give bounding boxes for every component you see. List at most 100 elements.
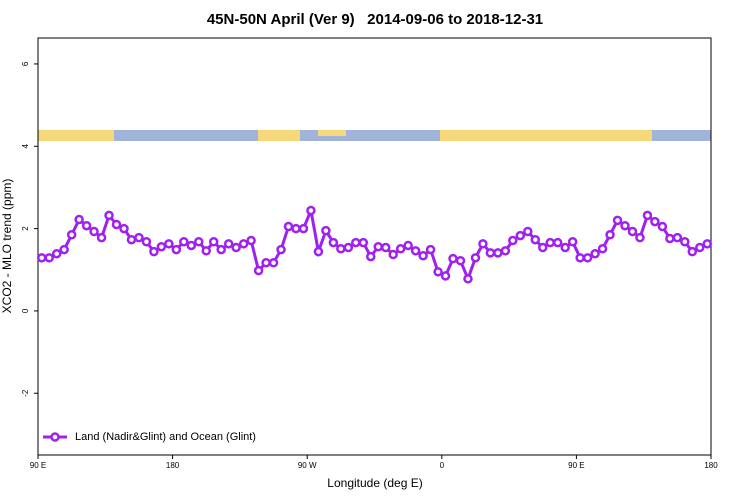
data-point [119,223,129,234]
data-point [672,232,683,243]
data-point [81,220,92,231]
data-point [208,237,219,247]
land-ocean-strip [38,130,711,141]
data-point [425,244,436,255]
data-point [455,255,466,266]
data-point [343,242,354,253]
data-point [59,244,69,255]
chart-title: 45N-50N April (Ver 9) 2014-09-06 to 2018… [207,11,543,28]
data-point [268,258,279,268]
data-point [149,246,159,257]
data-point [253,265,264,276]
data-point [567,237,578,247]
data-point [201,246,211,256]
land-band [38,130,114,141]
data-point [552,237,563,248]
data-point [373,241,383,252]
data-point [36,253,47,263]
data-point [186,240,197,251]
data-point [627,226,638,237]
data-point [642,210,653,221]
data-point [321,225,331,236]
data-point [448,253,458,264]
data-point [605,230,615,240]
data-point [515,230,526,241]
x-axis-label: Longitude (deg E) [327,476,422,490]
data-point [635,232,645,243]
data-point [508,235,518,246]
data-point [358,237,369,248]
data-point [410,246,421,256]
data-point [530,234,541,245]
ocean-band [38,130,711,141]
data-point [403,240,413,251]
data-point [194,237,204,247]
data-point [478,239,488,249]
data-point [582,253,593,263]
data-point [328,237,339,248]
data-point [111,219,122,230]
y-tick-label: 2 [21,226,30,231]
data-point [695,242,705,253]
data-point [246,235,256,246]
data-point [164,239,174,249]
data-point [463,274,473,284]
data-point [523,226,533,237]
y-tick-label: 0 [21,308,30,313]
data-point [231,242,241,253]
land-band [258,130,300,141]
data-point [545,237,555,248]
data-point [560,242,570,253]
data-point [336,244,346,254]
data-point [134,232,144,243]
data-point [104,210,114,221]
data-point [590,248,600,259]
y-axis-label: XCO2 - MLO trend (ppm) [0,179,14,314]
data-point [89,226,99,237]
x-tick-label: 180 [704,461,718,470]
data-point [597,244,608,254]
data-point [351,237,361,248]
data-point [395,244,406,254]
data-point [126,234,137,245]
x-tick-label: 90 E [568,461,584,470]
data-point [261,258,271,268]
land-band [440,130,652,141]
data-point [657,221,668,232]
data-point [51,248,62,259]
legend-marker [50,432,60,442]
data-point [179,237,189,247]
data-point [306,205,316,216]
data-point [665,233,675,244]
x-tick-label: 90 W [298,461,317,470]
data-point [141,237,152,247]
data-point [493,248,503,258]
data-point [620,220,630,231]
data-point [313,246,324,257]
legend-label: Land (Nadir&Glint) and Ocean (Glint) [75,431,256,443]
land-band [318,130,346,136]
data-point [171,244,182,255]
data-point [216,244,226,255]
data-point [291,223,301,234]
x-tick-label: 0 [440,461,445,470]
data-point [680,237,690,247]
x-tick-label: 90 E [30,461,46,470]
data-point [538,242,548,253]
y-tick-label: 4 [21,143,30,148]
data-point [223,239,234,249]
data-point [276,244,286,255]
data-point [156,241,167,252]
data-point [96,232,107,243]
data-point [440,271,451,281]
data-point [433,267,443,277]
data-point [380,242,391,253]
data-point [687,246,698,257]
y-tick-label: 6 [21,61,30,66]
data-point [74,214,84,225]
data-point [612,215,623,226]
data-point [366,251,376,262]
data-point [44,253,54,263]
data-point [418,251,428,261]
data-point [650,216,660,227]
